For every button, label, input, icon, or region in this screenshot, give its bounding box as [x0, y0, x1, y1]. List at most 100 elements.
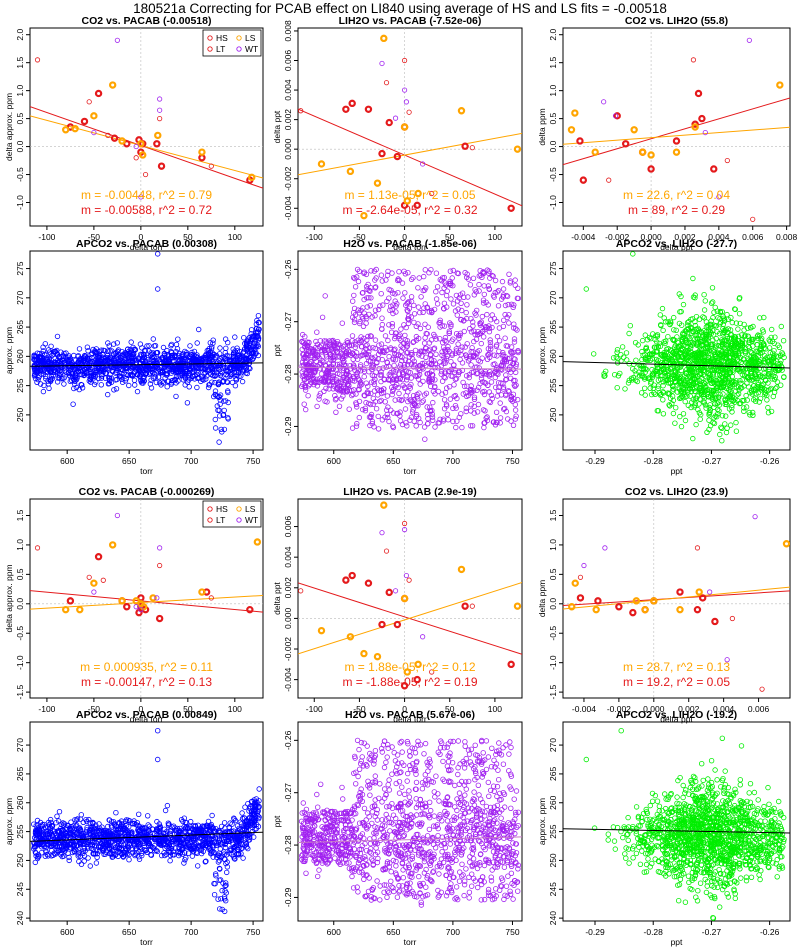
data-point-hs	[385, 588, 393, 597]
data-point	[425, 324, 431, 330]
data-point	[771, 340, 777, 347]
data-point-ls	[373, 652, 382, 661]
data-point	[410, 275, 416, 281]
data-point	[492, 277, 499, 284]
data-point	[210, 359, 216, 365]
data-point	[657, 343, 664, 349]
data-point	[496, 348, 502, 354]
data-point	[676, 361, 682, 367]
data-point	[217, 371, 224, 377]
x-tick-label: 100	[488, 232, 502, 242]
data-point	[354, 370, 361, 376]
data-point	[186, 375, 192, 381]
data-point-hs	[157, 162, 166, 170]
data-point-hs	[246, 605, 254, 614]
data-point	[353, 400, 359, 406]
data-point	[429, 368, 435, 374]
data-point	[770, 373, 777, 379]
data-point	[220, 379, 226, 385]
x-tick-label: 0.000	[640, 232, 662, 242]
data-point	[432, 424, 438, 430]
data-point	[738, 332, 745, 338]
data-point	[442, 370, 448, 376]
y-tick-label: 255	[548, 378, 558, 392]
data-point	[435, 388, 442, 395]
y-tick-label: 1.0	[548, 84, 558, 96]
data-point	[476, 281, 482, 288]
data-point	[682, 377, 688, 384]
data-point	[771, 353, 777, 359]
data-point-ls	[198, 588, 206, 596]
data-point	[480, 300, 487, 306]
data-point	[514, 295, 521, 301]
data-point	[511, 336, 518, 342]
data-point	[382, 333, 389, 339]
data-point	[501, 359, 508, 365]
data-point	[88, 351, 94, 358]
data-point	[363, 380, 369, 386]
data-point	[252, 333, 259, 339]
data-point-wt	[401, 527, 408, 533]
data-point-wt	[602, 545, 608, 551]
data-point	[374, 359, 380, 365]
data-point	[440, 416, 447, 422]
data-point	[767, 386, 773, 393]
data-point	[247, 337, 254, 343]
data-point	[232, 334, 238, 340]
data-point	[112, 370, 119, 376]
data-point	[469, 369, 475, 376]
data-point	[640, 373, 646, 379]
data-point-hs	[385, 118, 393, 127]
data-point	[743, 404, 750, 410]
data-point	[411, 339, 417, 345]
data-point	[395, 277, 401, 284]
data-point	[410, 393, 417, 399]
data-point-lt	[86, 574, 92, 580]
data-point	[299, 383, 305, 390]
data-point	[317, 375, 323, 382]
data-point	[299, 369, 305, 375]
data-point	[411, 358, 417, 364]
data-point	[110, 341, 117, 347]
data-point	[642, 369, 648, 375]
data-point	[164, 370, 170, 377]
data-point	[363, 399, 369, 406]
data-point	[58, 376, 65, 382]
x-tick-label: -50	[88, 704, 101, 714]
data-point	[168, 355, 174, 361]
data-point	[730, 360, 736, 366]
data-point	[453, 331, 460, 337]
data-point	[333, 377, 340, 383]
data-point	[299, 339, 305, 345]
data-point	[660, 411, 667, 417]
x-tick-label: 0.002	[678, 704, 700, 714]
data-point	[447, 320, 453, 326]
data-point	[336, 371, 343, 377]
data-point	[388, 407, 394, 413]
y-tick-label: 245	[15, 882, 25, 896]
data-point	[191, 348, 198, 355]
data-point	[665, 345, 671, 352]
data-point	[719, 337, 725, 343]
x-tick-label: 0	[138, 232, 143, 242]
data-point	[247, 365, 253, 372]
data-point	[506, 312, 512, 318]
data-point	[501, 317, 507, 323]
data-point	[177, 358, 183, 364]
data-point	[750, 409, 756, 416]
data-point	[670, 336, 676, 343]
data-point	[387, 307, 393, 313]
data-point	[712, 413, 718, 419]
data-point	[726, 391, 732, 398]
data-point	[170, 377, 176, 384]
data-point	[42, 341, 48, 347]
plot-area	[563, 28, 790, 226]
x-tick-label: 650	[122, 927, 136, 937]
plot-frame	[562, 250, 791, 451]
data-point	[215, 362, 222, 368]
y-tick-label: 2.0	[548, 29, 558, 41]
data-point	[390, 376, 397, 382]
data-point-wt	[91, 589, 97, 595]
data-point	[67, 356, 73, 362]
data-point-ls	[571, 579, 579, 587]
